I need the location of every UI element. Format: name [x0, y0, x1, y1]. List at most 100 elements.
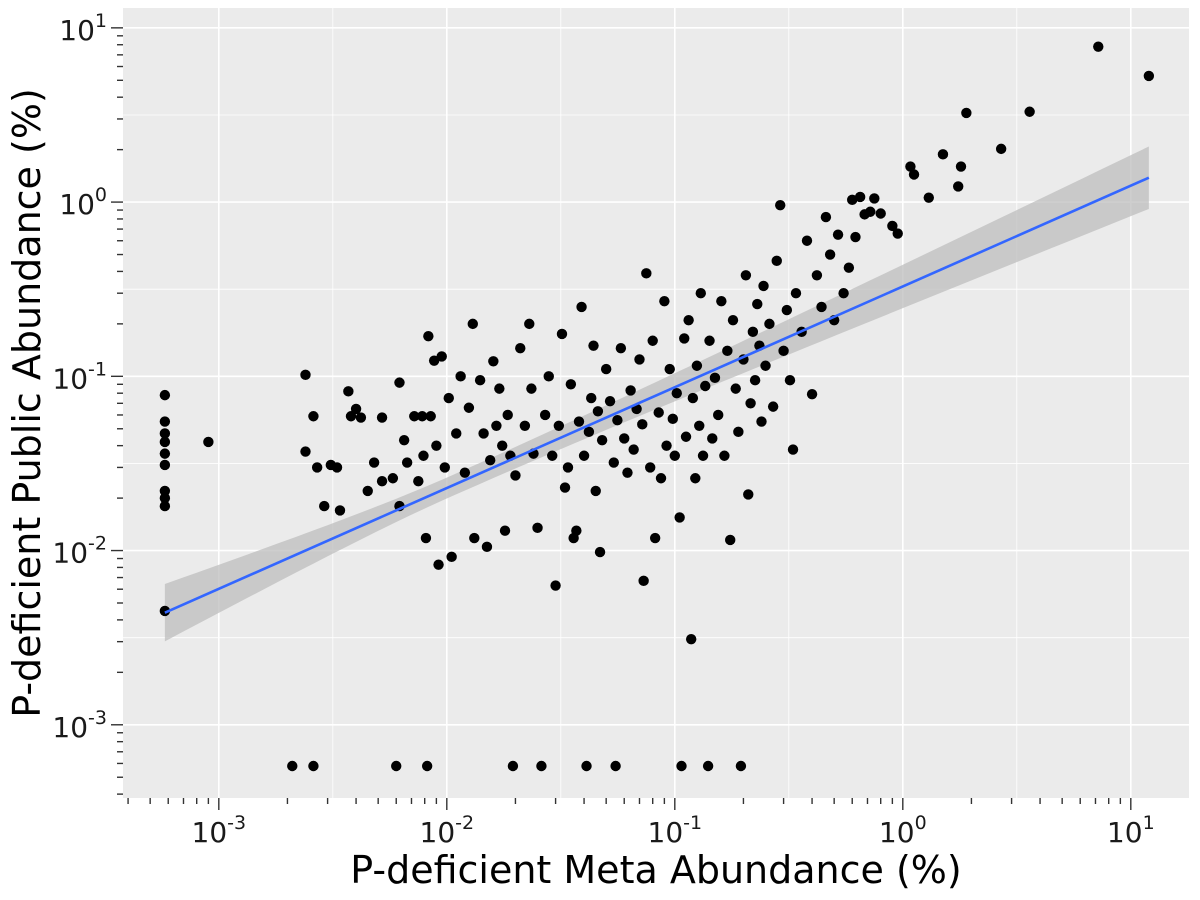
data-point [680, 431, 692, 442]
data-point [524, 318, 535, 330]
data-point [709, 372, 721, 384]
data-point [474, 374, 486, 386]
data-point [547, 450, 558, 461]
data-point [854, 191, 866, 203]
data-point [608, 457, 619, 468]
data-point [421, 760, 433, 772]
data-point [612, 414, 623, 426]
data-point [676, 760, 687, 772]
data-point [811, 270, 823, 281]
data-point [887, 220, 898, 232]
data-point [387, 473, 399, 484]
grid-lines [123, 8, 1189, 798]
data-point [733, 426, 744, 438]
data-point [159, 389, 171, 401]
data-point [745, 398, 756, 409]
y-tick-label: 10-3 [52, 707, 107, 744]
data-point [664, 363, 675, 375]
data-point [428, 355, 440, 366]
fit-line [164, 176, 1150, 614]
x-tick-label: 100 [879, 812, 927, 849]
data-point [820, 211, 832, 223]
x-tick-label: 10-1 [648, 812, 703, 849]
data-point [485, 455, 496, 466]
data-point [628, 444, 639, 455]
data-point [562, 462, 574, 473]
data-point [362, 485, 373, 497]
data-point [401, 457, 413, 468]
data-point [308, 411, 319, 422]
data-point [576, 301, 587, 313]
data-point [553, 420, 565, 432]
x-axis-title: P-deficient Meta Abundance (%) [350, 848, 961, 892]
data-point [747, 326, 759, 338]
data-point [955, 161, 967, 172]
data-point [875, 208, 886, 219]
data-point [824, 249, 836, 260]
y-axis-title: P-deficient Public Abundance (%) [5, 88, 49, 718]
data-point [775, 199, 786, 211]
y-tick-label: 101 [59, 10, 107, 47]
data-point [787, 444, 799, 455]
data-point [287, 760, 298, 772]
data-point [394, 377, 405, 388]
data-point [590, 485, 601, 497]
data-point [355, 412, 367, 423]
data-point [771, 255, 782, 267]
data-point [497, 440, 508, 451]
data-point [331, 462, 343, 473]
data-point [526, 383, 537, 394]
data-point [767, 401, 779, 412]
data-point [740, 270, 752, 281]
data-point [431, 440, 442, 451]
data-points [159, 41, 1155, 772]
data-point [865, 206, 876, 217]
data-point [758, 280, 769, 292]
data-point [691, 360, 703, 371]
data-point [735, 760, 747, 772]
data-point [683, 314, 694, 326]
data-point [704, 335, 715, 346]
data-point [923, 192, 934, 203]
data-point [832, 229, 844, 240]
data-point [892, 228, 903, 239]
data-point [345, 411, 357, 422]
data-point [655, 473, 667, 484]
data-point [843, 262, 855, 273]
data-point [908, 169, 920, 180]
data-point [588, 340, 599, 351]
data-point [647, 335, 658, 346]
data-point [604, 395, 616, 407]
data-point [581, 760, 592, 772]
data-point [669, 450, 681, 461]
data-point [679, 333, 690, 344]
data-point [159, 500, 171, 512]
data-point [667, 413, 679, 425]
data-point [801, 235, 813, 246]
data-point [685, 633, 697, 645]
data-point [499, 525, 511, 536]
data-point [507, 760, 519, 772]
data-point [423, 330, 434, 342]
data-point [659, 295, 670, 307]
data-point [594, 546, 606, 558]
data-point [671, 388, 682, 399]
data-point [159, 459, 171, 471]
data-point [578, 450, 590, 461]
data-point [722, 345, 733, 357]
data-point [725, 534, 736, 546]
data-point [515, 343, 526, 354]
data-point [519, 420, 531, 432]
data-point [756, 416, 767, 427]
data-point [391, 760, 402, 772]
data-point [637, 419, 648, 430]
data-point [700, 380, 711, 392]
data-point [764, 318, 775, 330]
data-point [638, 575, 649, 587]
data-point [1143, 70, 1155, 82]
data-point [661, 440, 672, 451]
x-tick-label: 10-2 [420, 812, 475, 849]
data-point [510, 470, 521, 481]
data-point [417, 411, 428, 422]
